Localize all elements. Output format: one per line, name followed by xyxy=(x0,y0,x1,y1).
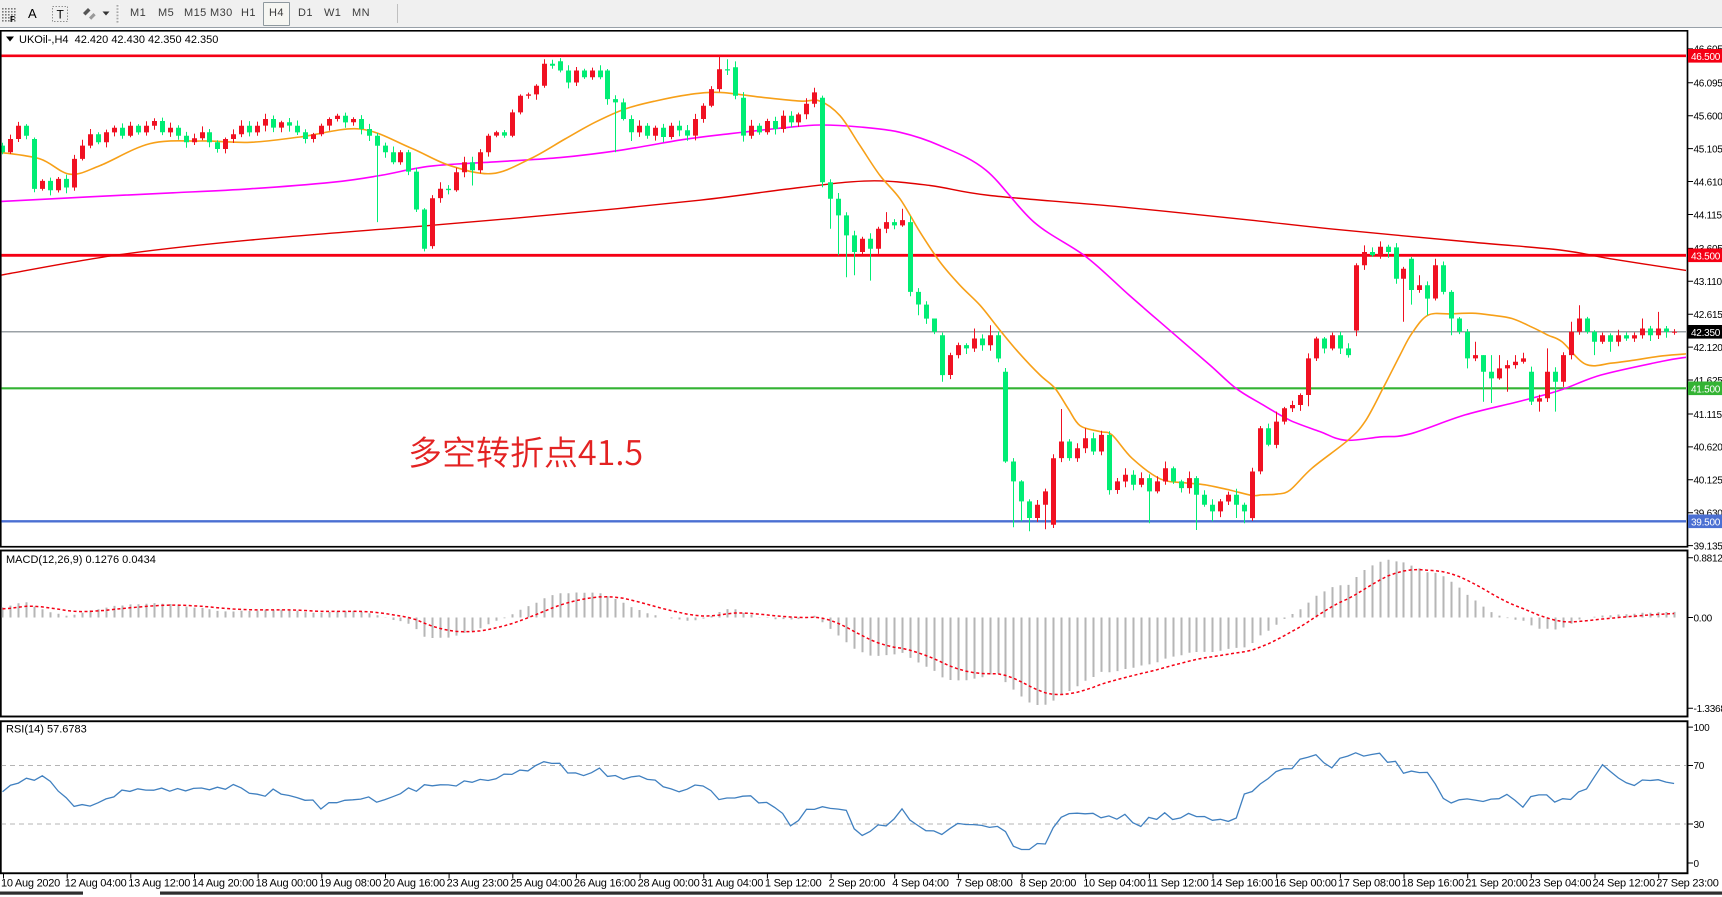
svg-text:39.500: 39.500 xyxy=(1691,517,1721,528)
svg-text:10 Aug 2020: 10 Aug 2020 xyxy=(1,878,60,890)
svg-text:23 Aug 23:00: 23 Aug 23:00 xyxy=(447,878,509,890)
svg-text:0.8812: 0.8812 xyxy=(1694,554,1722,565)
svg-text:16 Sep 00:00: 16 Sep 00:00 xyxy=(1274,878,1337,890)
svg-text:46.500: 46.500 xyxy=(1691,52,1721,63)
svg-text:25 Aug 04:00: 25 Aug 04:00 xyxy=(510,878,572,890)
svg-text:42.120: 42.120 xyxy=(1694,343,1722,354)
svg-text:27 Sep 23:00: 27 Sep 23:00 xyxy=(1656,878,1719,890)
svg-text:13 Aug 12:00: 13 Aug 12:00 xyxy=(128,878,190,890)
svg-text:10 Sep 04:00: 10 Sep 04:00 xyxy=(1083,878,1146,890)
svg-text:MACD(12,26,9) 0.1276 0.0434: MACD(12,26,9) 0.1276 0.0434 xyxy=(6,554,156,566)
svg-text:7 Sep 08:00: 7 Sep 08:00 xyxy=(956,878,1013,890)
svg-text:39.135: 39.135 xyxy=(1694,541,1722,552)
svg-text:39.630: 39.630 xyxy=(1694,509,1722,520)
svg-text:2 Sep 20:00: 2 Sep 20:00 xyxy=(829,878,886,890)
svg-text:40.620: 40.620 xyxy=(1694,443,1722,454)
svg-text:26 Aug 16:00: 26 Aug 16:00 xyxy=(574,878,636,890)
svg-text:70: 70 xyxy=(1694,761,1705,772)
svg-text:23 Sep 04:00: 23 Sep 04:00 xyxy=(1529,878,1592,890)
svg-text:17 Sep 08:00: 17 Sep 08:00 xyxy=(1338,878,1401,890)
svg-text:100: 100 xyxy=(1694,723,1711,734)
svg-text:41.625: 41.625 xyxy=(1694,376,1722,387)
svg-text:12 Aug 04:00: 12 Aug 04:00 xyxy=(65,878,127,890)
svg-text:30: 30 xyxy=(1694,820,1705,831)
svg-text:18 Sep 16:00: 18 Sep 16:00 xyxy=(1402,878,1465,890)
svg-text:28 Aug 00:00: 28 Aug 00:00 xyxy=(638,878,700,890)
svg-text:45.600: 45.600 xyxy=(1694,112,1722,123)
svg-text:21 Sep 20:00: 21 Sep 20:00 xyxy=(1465,878,1528,890)
svg-text:31 Aug 04:00: 31 Aug 04:00 xyxy=(701,878,763,890)
svg-text:44.610: 44.610 xyxy=(1694,177,1722,188)
svg-text:44.115: 44.115 xyxy=(1694,210,1722,221)
svg-text:40.125: 40.125 xyxy=(1694,476,1722,487)
svg-text:41.500: 41.500 xyxy=(1691,384,1721,395)
svg-text:42.350: 42.350 xyxy=(1691,328,1721,339)
svg-text:0.00: 0.00 xyxy=(1694,613,1713,624)
svg-text:41.115: 41.115 xyxy=(1694,410,1722,421)
svg-text:43.500: 43.500 xyxy=(1691,251,1721,262)
svg-text:18 Aug 00:00: 18 Aug 00:00 xyxy=(256,878,318,890)
svg-text:T: T xyxy=(57,8,65,22)
svg-text:11 Sep 12:00: 11 Sep 12:00 xyxy=(1147,878,1209,890)
svg-text:4 Sep 04:00: 4 Sep 04:00 xyxy=(892,878,949,890)
svg-text:45.105: 45.105 xyxy=(1694,144,1722,155)
svg-text:1 Sep 12:00: 1 Sep 12:00 xyxy=(765,878,822,890)
svg-text:19 Aug 08:00: 19 Aug 08:00 xyxy=(319,878,381,890)
svg-text:F: F xyxy=(10,15,15,24)
svg-text:A: A xyxy=(28,6,37,21)
svg-text:46.095: 46.095 xyxy=(1694,79,1722,90)
svg-text:RSI(14) 57.6783: RSI(14) 57.6783 xyxy=(6,724,87,736)
svg-text:8 Sep 20:00: 8 Sep 20:00 xyxy=(1020,878,1077,890)
svg-text:43.110: 43.110 xyxy=(1694,277,1722,288)
svg-text:UKOil-,H4 42.420 42.430 42.35: UKOil-,H4 42.420 42.430 42.350 42.350 xyxy=(19,34,218,46)
svg-text:0: 0 xyxy=(1694,859,1700,870)
svg-text:14 Sep 16:00: 14 Sep 16:00 xyxy=(1211,878,1274,890)
svg-text:24 Sep 12:00: 24 Sep 12:00 xyxy=(1593,878,1656,890)
svg-text:42.615: 42.615 xyxy=(1694,310,1722,321)
svg-text:14 Aug 20:00: 14 Aug 20:00 xyxy=(192,878,254,890)
svg-text:20 Aug 16:00: 20 Aug 16:00 xyxy=(383,878,445,890)
svg-text:-1.3368: -1.3368 xyxy=(1694,704,1722,715)
